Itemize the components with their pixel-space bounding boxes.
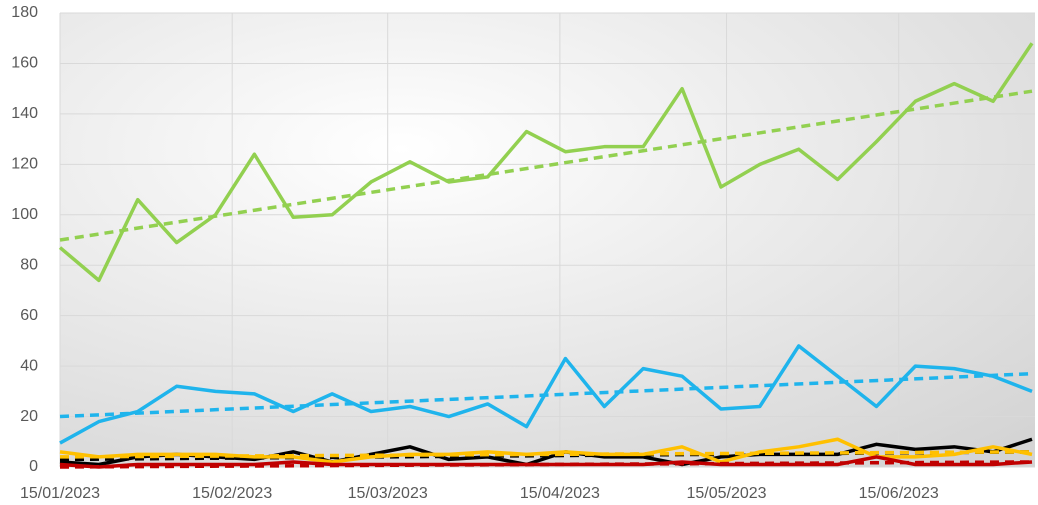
y-tick-label: 20 bbox=[20, 408, 38, 425]
y-tick-label: 100 bbox=[11, 206, 38, 223]
y-tick-label: 180 bbox=[11, 4, 38, 21]
y-tick-label: 40 bbox=[20, 357, 38, 374]
data-line bbox=[59, 437, 1033, 464]
y-tick-label: 140 bbox=[11, 105, 38, 122]
x-tick-label: 15/04/2023 bbox=[520, 485, 600, 502]
y-tick-label: 80 bbox=[20, 256, 38, 273]
data-line bbox=[59, 437, 1033, 467]
y-tick-label: 120 bbox=[11, 156, 38, 173]
y-tick-label: 60 bbox=[20, 307, 38, 324]
plot-area bbox=[60, 13, 1035, 467]
data-line bbox=[59, 344, 1033, 445]
x-tick-label: 15/05/2023 bbox=[686, 485, 766, 502]
x-tick-label: 15/02/2023 bbox=[192, 485, 272, 502]
data-line bbox=[59, 455, 1033, 469]
y-tick-label: 160 bbox=[11, 55, 38, 72]
x-tick-label: 15/03/2023 bbox=[348, 485, 428, 502]
y-tick-label: 0 bbox=[29, 458, 38, 475]
x-tick-label: 15/06/2023 bbox=[859, 485, 939, 502]
x-tick-label: 15/01/2023 bbox=[20, 485, 100, 502]
data-line bbox=[58, 42, 1034, 283]
